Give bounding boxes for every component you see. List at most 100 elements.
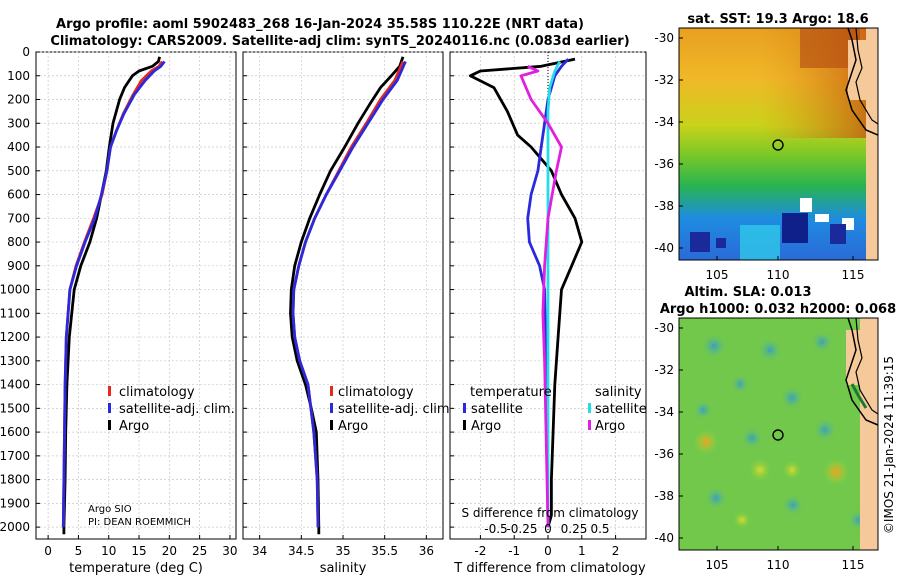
figure-title-line1: Argo profile: aoml 5902483_268 16-Jan-20… xyxy=(56,17,584,32)
depth-tick-label: 1900 xyxy=(0,496,30,510)
salinity-panel: 34 34.5 35 35.5 36 salinity climatology sate… xyxy=(242,51,454,576)
depth-tick-label: 200 xyxy=(7,93,30,107)
map-x-tick-label: 115 xyxy=(842,268,865,282)
legend-temperature-title: temperature xyxy=(470,385,552,400)
map-y-tick-label: -40 xyxy=(654,241,674,255)
temperature-xlabel: temperature (deg C) xyxy=(69,561,203,576)
map-y-tick-label: -30 xyxy=(654,31,674,45)
annotation-argo-sio: Argo SIO xyxy=(88,504,132,515)
legend-s-satellite: satellite xyxy=(595,402,647,417)
depth-tick-label: 600 xyxy=(7,188,30,202)
depth-tick-label: 1300 xyxy=(0,354,30,368)
x-tick-label: 34.5 xyxy=(288,544,315,558)
map-x-tick-label: 110 xyxy=(767,558,790,572)
x-tick-label: 1 xyxy=(578,544,586,558)
map-x-tick-label: 105 xyxy=(706,268,729,282)
map-y-tick-label: -38 xyxy=(654,199,674,213)
depth-tick-label: 100 xyxy=(7,69,30,83)
x-tick-label: -1 xyxy=(508,544,520,558)
depth-tick-label: 0 xyxy=(22,45,30,59)
legend-satellite-adj: satellite-adj. clim. xyxy=(119,402,235,417)
legend-climatology: climatology xyxy=(338,385,414,400)
x-tick-label: 25 xyxy=(192,544,207,558)
x-tick-label: 5 xyxy=(75,544,83,558)
depth-tick-label: 1500 xyxy=(0,401,30,415)
x-tick-label: -2 xyxy=(474,544,486,558)
legend-salinity-title: salinity xyxy=(595,385,642,400)
series-line-satellite-adj-clim- xyxy=(61,60,166,528)
depth-tick-label: 2000 xyxy=(0,520,30,534)
x-tick-label: 35 xyxy=(335,544,350,558)
depth-tick-label: 1000 xyxy=(0,283,30,297)
legend-argo: Argo xyxy=(119,419,149,434)
x-tick-label: 15 xyxy=(131,544,146,558)
map-y-tick-label: -32 xyxy=(654,73,674,87)
float-position-marker xyxy=(772,139,784,151)
depth-tick-label: 800 xyxy=(7,235,30,249)
float-position-marker xyxy=(772,429,784,441)
map-y-tick-label: -30 xyxy=(654,321,674,335)
map-y-tick-label: -38 xyxy=(654,489,674,503)
legend-satellite-adj: satellite-adj. clim. xyxy=(338,402,454,417)
map-y-tick-label: -36 xyxy=(654,447,674,461)
map-y-tick-label: -32 xyxy=(654,363,674,377)
x-tick-label: 20 xyxy=(162,544,177,558)
series-line-s-argo xyxy=(519,65,563,528)
x-tick-label: 35.5 xyxy=(371,544,398,558)
salinity-xlabel: salinity xyxy=(320,561,367,576)
depth-tick-label: 1700 xyxy=(0,449,30,463)
top-tick-label: -0.5 xyxy=(484,522,507,536)
sst-map: sat. SST: 19.3 Argo: 18.6 -30 -32 -34 -36 -3… xyxy=(654,12,879,282)
legend-climatology: climatology xyxy=(119,385,195,400)
depth-axis: 0 100 200 300 400 500 600 700 800 900 1000 1100 1200… xyxy=(0,45,30,534)
temperature-legend: climatology satellite-adj. clim. Argo xyxy=(108,385,235,434)
series-line-t-argo xyxy=(468,57,584,528)
difference-legend: temperature salinity satellite Argo sate… xyxy=(463,385,647,434)
depth-tick-label: 400 xyxy=(7,140,30,154)
legend-t-argo: Argo xyxy=(471,419,501,434)
temperature-panel: 0 5 10 15 20 25 30 temperature (deg C) climato… xyxy=(35,51,238,576)
legend-s-argo: Argo xyxy=(595,419,625,434)
map-y-tick-label: -40 xyxy=(654,531,674,545)
x-tick-label: 30 xyxy=(222,544,237,558)
sla-map: Altim. SLA: 0.013 Argo h1000: 0.032 h200… xyxy=(654,285,896,572)
sla-map-title2: Argo h1000: 0.032 h2000: 0.068 xyxy=(660,302,896,317)
legend-t-satellite: satellite xyxy=(471,402,523,417)
sla-map-title1: Altim. SLA: 0.013 xyxy=(685,285,812,300)
series-line-s-satellite xyxy=(546,60,562,528)
top-tick-label: 0 xyxy=(544,522,552,536)
series-line-argo xyxy=(289,56,405,535)
sst-map-title: sat. SST: 19.3 Argo: 18.6 xyxy=(687,12,868,27)
map-y-tick-label: -36 xyxy=(654,157,674,171)
map-x-tick-label: 110 xyxy=(767,268,790,282)
top-tick-label: 0.5 xyxy=(590,522,609,536)
depth-tick-label: 1600 xyxy=(0,425,30,439)
salinity-legend: climatology satellite-adj. clim. Argo xyxy=(330,385,454,434)
top-tick-label: 0.25 xyxy=(561,522,588,536)
difference-panel: -2 -1 0 1 2 -0.5-0.25 0 0.25 0.5 T difference fr… xyxy=(449,51,647,576)
depth-tick-label: 900 xyxy=(7,259,30,273)
depth-tick-label: 1400 xyxy=(0,378,30,392)
map-y-tick-label: -34 xyxy=(654,405,674,419)
map-x-tick-label: 105 xyxy=(706,558,729,572)
difference-xlabel: T difference from climatology xyxy=(453,561,646,576)
depth-tick-label: 1100 xyxy=(0,306,30,320)
x-tick-label: 0 xyxy=(544,544,552,558)
figure-title-line2: Climatology: CARS2009. Satellite-adj cli… xyxy=(50,34,629,49)
map-x-tick-label: 115 xyxy=(842,558,865,572)
depth-tick-label: 1800 xyxy=(0,473,30,487)
top-tick-label: -0.25 xyxy=(506,522,537,536)
depth-tick-label: 500 xyxy=(7,164,30,178)
difference-top-xlabel: S difference from climatology xyxy=(462,506,639,520)
x-tick-label: 0 xyxy=(44,544,52,558)
map-y-tick-label: -34 xyxy=(654,115,674,129)
series-line-satellite-adj-clim- xyxy=(291,60,407,528)
x-tick-label: 36 xyxy=(419,544,434,558)
annotation-pi: PI: DEAN ROEMMICH xyxy=(88,517,191,528)
depth-tick-label: 300 xyxy=(7,116,30,130)
x-tick-label: 2 xyxy=(612,544,620,558)
x-tick-label: 10 xyxy=(101,544,116,558)
x-tick-label: 34 xyxy=(252,544,267,558)
depth-tick-label: 1200 xyxy=(0,330,30,344)
